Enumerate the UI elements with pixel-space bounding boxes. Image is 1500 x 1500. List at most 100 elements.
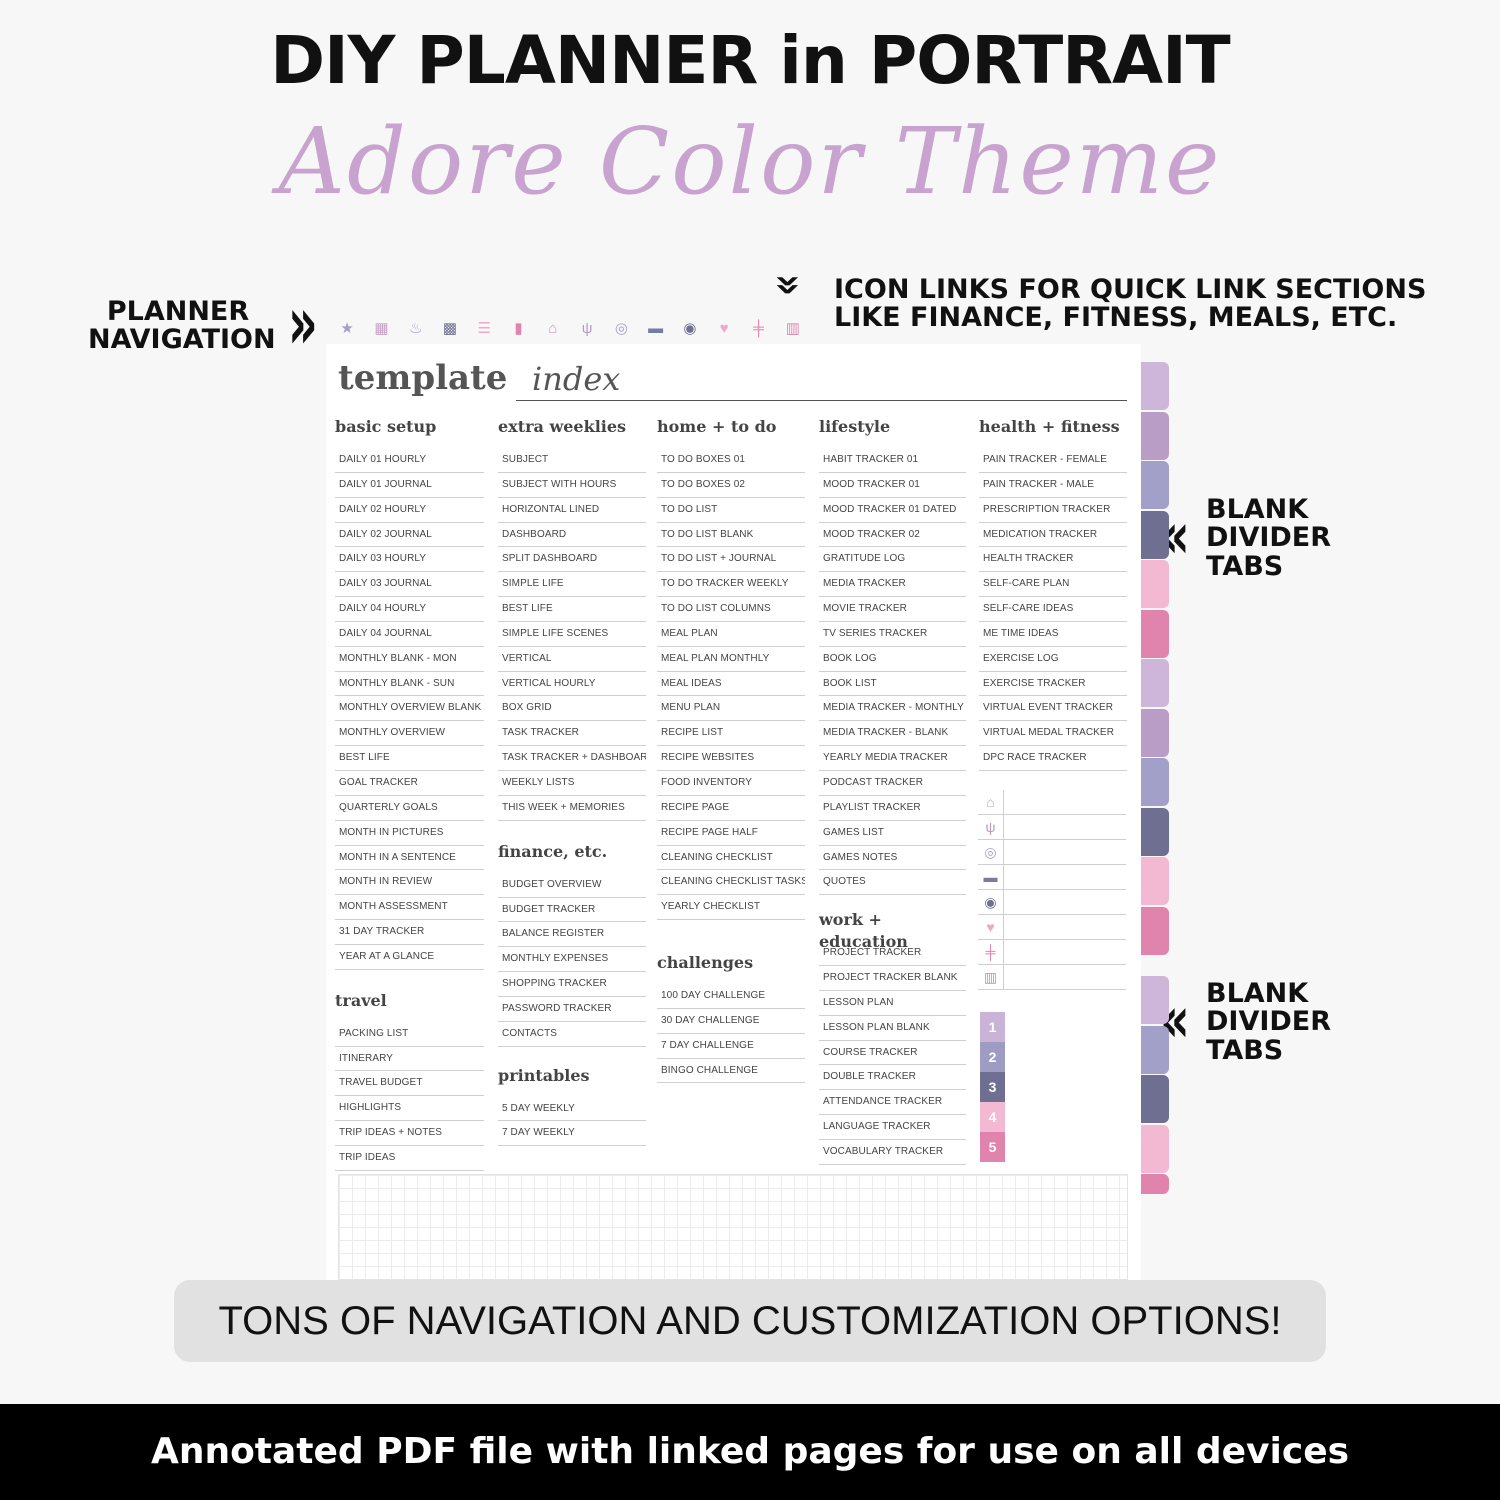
divider-number-link[interactable]: 4 — [980, 1102, 1005, 1132]
index-link[interactable]: MONTHLY BLANK - SUN — [335, 672, 484, 697]
index-link[interactable]: MEDIA TRACKER - MONTHLY — [819, 696, 966, 722]
divider-number-link[interactable]: 5 — [980, 1132, 1005, 1162]
index-link[interactable]: DAILY 02 JOURNAL — [335, 523, 484, 548]
index-link[interactable]: GRATITUDE LOG — [819, 547, 966, 573]
divider-tab[interactable] — [1141, 758, 1169, 806]
index-link[interactable]: FOOD INVENTORY — [657, 771, 805, 796]
folder-icon[interactable]: ▬ — [978, 865, 1004, 889]
index-link[interactable]: MONTHLY BLANK - MON — [335, 647, 484, 672]
index-link[interactable]: SPLIT DASHBOARD — [498, 547, 646, 573]
index-link[interactable]: SUBJECT — [498, 448, 646, 473]
index-link[interactable]: MEDICATION TRACKER — [979, 523, 1127, 548]
index-link[interactable]: PACKING LIST — [335, 1022, 484, 1047]
divider-tab[interactable] — [1141, 362, 1169, 410]
index-link[interactable]: LESSON PLAN BLANK — [819, 1016, 966, 1041]
heart-icon[interactable]: ♥ — [719, 319, 729, 337]
divider-tab[interactable] — [1141, 857, 1169, 905]
divider-tab[interactable] — [1141, 976, 1169, 1024]
index-link[interactable]: 5 DAY WEEKLY — [498, 1097, 646, 1122]
quick-link-row[interactable]: ╪ — [978, 940, 1126, 965]
quick-link-row[interactable]: ▥ — [978, 965, 1126, 990]
index-link[interactable]: 30 DAY CHALLENGE — [657, 1009, 805, 1034]
index-link[interactable]: 31 DAY TRACKER — [335, 920, 484, 945]
location-pin-icon[interactable]: ◉ — [683, 320, 697, 337]
quick-link-row[interactable]: ψ — [978, 815, 1126, 840]
index-link[interactable]: MEAL IDEAS — [657, 672, 805, 697]
index-link[interactable]: HEALTH TRACKER — [979, 547, 1127, 573]
index-link[interactable]: PLAYLIST TRACKER — [819, 796, 966, 821]
index-link[interactable]: GAMES NOTES — [819, 846, 966, 871]
divider-tab[interactable] — [1141, 659, 1169, 707]
divider-number-link[interactable]: 3 — [980, 1072, 1005, 1102]
divider-tab[interactable] — [1141, 906, 1169, 955]
divider-tab[interactable] — [1141, 609, 1169, 658]
index-link[interactable]: TRIP IDEAS + NOTES — [335, 1121, 484, 1146]
divider-number-link[interactable]: 2 — [980, 1042, 1005, 1072]
index-link[interactable]: EXERCISE LOG — [979, 647, 1127, 672]
index-link[interactable]: BEST LIFE — [335, 746, 484, 771]
index-link[interactable]: MONTHLY EXPENSES — [498, 947, 646, 973]
list-icon[interactable]: ☰ — [477, 320, 491, 337]
index-link[interactable]: PASSWORD TRACKER — [498, 997, 646, 1022]
index-link[interactable]: TV SERIES TRACKER — [819, 622, 966, 647]
index-link[interactable]: LESSON PLAN — [819, 991, 966, 1016]
index-link[interactable]: COURSE TRACKER — [819, 1041, 966, 1066]
divider-tab[interactable] — [1141, 1124, 1169, 1173]
index-link[interactable]: ME TIME IDEAS — [979, 622, 1127, 647]
index-link[interactable]: MEDIA TRACKER — [819, 572, 966, 598]
index-link[interactable]: DAILY 03 JOURNAL — [335, 572, 484, 598]
index-link[interactable]: HABIT TRACKER 01 — [819, 448, 966, 473]
index-link[interactable]: 100 DAY CHALLENGE — [657, 984, 805, 1009]
index-link[interactable]: PAIN TRACKER - MALE — [979, 473, 1127, 498]
index-link[interactable]: DOUBLE TRACKER — [819, 1065, 966, 1091]
index-link[interactable]: VIRTUAL MEDAL TRACKER — [979, 721, 1127, 747]
index-link[interactable]: GOAL TRACKER — [335, 771, 484, 796]
index-link[interactable]: MONTHLY OVERVIEW — [335, 721, 484, 747]
index-link[interactable]: ITINERARY — [335, 1047, 484, 1072]
index-link[interactable]: SELF-CARE IDEAS — [979, 597, 1127, 622]
coins-icon[interactable]: ◎ — [614, 320, 628, 337]
index-link[interactable]: YEARLY CHECKLIST — [657, 895, 805, 921]
index-link[interactable]: TO DO LIST COLUMNS — [657, 597, 805, 622]
index-link[interactable]: MENU PLAN — [657, 696, 805, 722]
index-link[interactable]: VIRTUAL EVENT TRACKER — [979, 696, 1127, 722]
folder-icon[interactable]: ▬ — [648, 319, 664, 337]
index-link[interactable]: PODCAST TRACKER — [819, 771, 966, 796]
index-link[interactable]: SIMPLE LIFE SCENES — [498, 622, 646, 647]
cake-icon[interactable]: ♨ — [408, 320, 423, 337]
calendar-icon[interactable]: ▦ — [374, 320, 389, 337]
index-link[interactable]: HORIZONTAL LINED — [498, 498, 646, 523]
quick-link-row[interactable]: ♥ — [978, 915, 1126, 940]
index-link[interactable]: BINGO CHALLENGE — [657, 1059, 805, 1084]
index-link[interactable]: CONTACTS — [498, 1022, 646, 1047]
books-icon[interactable]: ▥ — [785, 320, 800, 337]
divider-tab[interactable] — [1141, 1174, 1169, 1194]
index-link[interactable]: DAILY 03 HOURLY — [335, 547, 484, 573]
index-link[interactable]: RECIPE WEBSITES — [657, 746, 805, 771]
index-link[interactable]: MOVIE TRACKER — [819, 597, 966, 622]
index-link[interactable]: TO DO BOXES 01 — [657, 448, 805, 473]
index-link[interactable]: TRIP IDEAS — [335, 1146, 484, 1171]
index-link[interactable]: WEEKLY LISTS — [498, 771, 646, 796]
index-link[interactable]: DAILY 04 JOURNAL — [335, 622, 484, 647]
dumbbell-icon[interactable]: ╪ — [753, 319, 764, 337]
index-link[interactable]: MOOD TRACKER 01 DATED — [819, 498, 966, 523]
index-link[interactable]: MEAL PLAN — [657, 622, 805, 647]
index-link[interactable]: DAILY 02 HOURLY — [335, 498, 484, 523]
index-link[interactable]: CLEANING CHECKLIST — [657, 846, 805, 871]
index-link[interactable]: MONTH IN PICTURES — [335, 821, 484, 846]
divider-tab[interactable] — [1141, 1025, 1169, 1074]
index-link[interactable]: HIGHLIGHTS — [335, 1096, 484, 1122]
index-link[interactable]: BOX GRID — [498, 696, 646, 722]
index-link[interactable]: TO DO LIST + JOURNAL — [657, 547, 805, 573]
index-link[interactable]: MONTH IN A SENTENCE — [335, 846, 484, 871]
index-link[interactable]: PROJECT TRACKER — [819, 941, 966, 967]
utensils-icon[interactable]: ψ — [581, 319, 593, 337]
index-link[interactable]: VERTICAL — [498, 647, 646, 672]
index-link[interactable]: DASHBOARD — [498, 523, 646, 548]
divider-tab[interactable] — [1141, 1075, 1169, 1123]
index-link[interactable]: MEAL PLAN MONTHLY — [657, 647, 805, 672]
index-link[interactable]: TASK TRACKER + DASHBOARD — [498, 746, 646, 771]
index-link[interactable]: DAILY 01 JOURNAL — [335, 473, 484, 498]
index-link[interactable]: SIMPLE LIFE — [498, 572, 646, 598]
